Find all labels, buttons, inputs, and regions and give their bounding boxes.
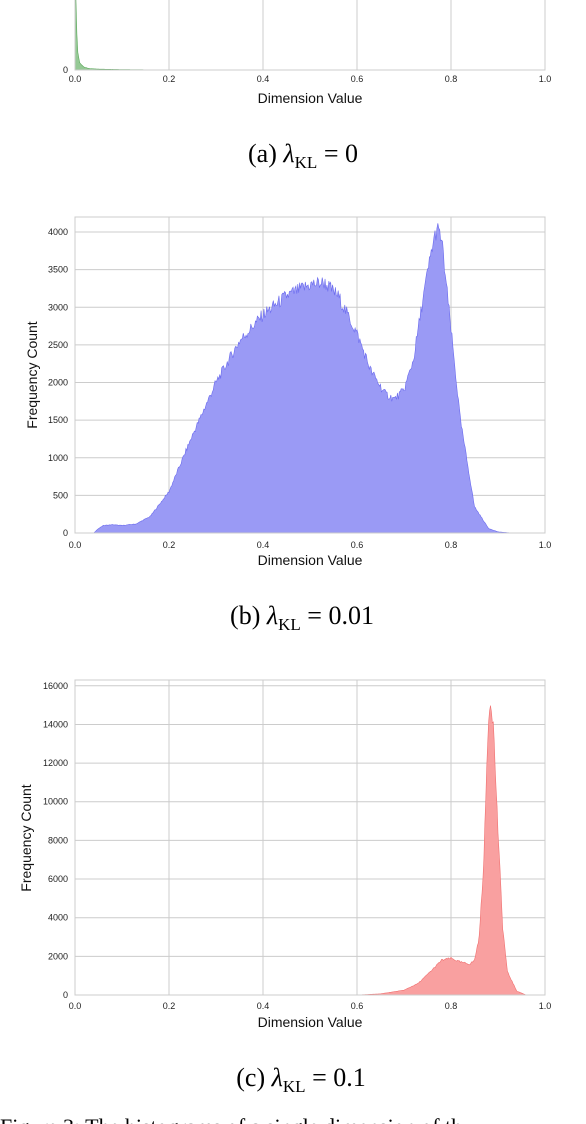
figure-footer-text: Figure 3: The histograms of a single dim… [0, 1114, 462, 1124]
x-tick-label: 0.8 [445, 74, 458, 84]
chart-c-frame [74, 679, 546, 996]
y-tick-label: 16000 [43, 681, 68, 691]
x-tick-label: 0.6 [351, 1001, 364, 1011]
x-tick-label: 0.0 [69, 540, 82, 550]
x-tick-label: 1.0 [539, 540, 552, 550]
y-tick-label: 3500 [48, 265, 68, 275]
x-tick-label: 0.4 [257, 74, 270, 84]
chart-b-x-axis-label: Dimension Value [258, 552, 363, 568]
caption-a-subscript: KL [295, 153, 318, 172]
y-tick-label: 4000 [48, 913, 68, 923]
chart-b-y-ticks: 0 500 1000 1500 2000 2500 3000 3500 4000 [48, 227, 68, 538]
caption-c-subscript: KL [283, 1077, 306, 1096]
chart-panel-c: 0.0 0.2 0.4 0.6 0.8 1.0 0 2000 4000 6000 8000 1000… [18, 679, 552, 1096]
caption-c-prefix: (c) [236, 1063, 271, 1092]
x-tick-label: 0.6 [351, 540, 364, 550]
caption-b-equals: = 0.01 [301, 601, 374, 630]
y-tick-label: 12000 [43, 758, 68, 768]
x-tick-label: 0.8 [445, 1001, 458, 1011]
chart-a-x-axis-label: Dimension Value [258, 90, 363, 106]
chart-a-y-ticks: 0250000 [63, 65, 68, 75]
chart-panel-b: 0.0 0.2 0.4 0.6 0.8 1.0 0 500 1000 1500 2000 2500 3… [24, 216, 552, 634]
chart-b-x-ticks: 0.0 0.2 0.4 0.6 0.8 1.0 [69, 540, 552, 550]
x-tick-label: 1.0 [539, 74, 552, 84]
caption-c-equals: = 0.1 [306, 1063, 366, 1092]
caption-b-subscript: KL [278, 615, 301, 634]
y-tick-label: 6000 [48, 874, 68, 884]
chart-b-histogram-area [75, 223, 545, 534]
y-tick-label: 500 [53, 490, 68, 500]
x-tick-label: 0.0 [69, 74, 82, 84]
y-tick-label: 0 [63, 990, 68, 1000]
y-tick-label: 10000 [43, 797, 68, 807]
x-tick-label: 0.2 [163, 74, 176, 84]
caption-a-lambda: λ [282, 139, 294, 168]
x-tick-label: 0.2 [163, 1001, 176, 1011]
chart-a-grid [74, 0, 546, 71]
y-tick-label: 14000 [43, 719, 68, 729]
chart-b-y-axis-label: Frequency Count [24, 321, 40, 429]
x-tick-label: 0.6 [351, 74, 364, 84]
y-tick-label: 0 [63, 528, 68, 538]
chart-b-frame [74, 216, 546, 534]
caption-b-prefix: (b) [230, 601, 267, 630]
y-tick-label: 1500 [48, 415, 68, 425]
caption-a-prefix: (a) [248, 139, 283, 168]
chart-c-grid [74, 680, 546, 996]
y-tick-label: 2000 [48, 951, 68, 961]
x-tick-label: 0.4 [257, 1001, 270, 1011]
chart-c-y-axis-label: Frequency Count [18, 784, 34, 892]
caption-c: (c) λKL = 0.1 [236, 1063, 365, 1096]
chart-c-x-axis-label: Dimension Value [258, 1014, 363, 1030]
y-tick-label: 2500 [48, 340, 68, 350]
y-tick-label: 0 [63, 65, 68, 75]
x-tick-label: 0.0 [69, 1001, 82, 1011]
chart-panel-a: 0.0 0.2 0.4 0.6 0.8 1.0 0250000 Dimension Val… [63, 0, 552, 172]
chart-a-histogram-area [74, 0, 545, 71]
caption-a-equals: = 0 [317, 139, 358, 168]
chart-c-y-ticks: 0 2000 4000 6000 8000 10000 12000 14000 16000 [43, 681, 68, 1000]
chart-a-x-ticks: 0.0 0.2 0.4 0.6 0.8 1.0 [69, 74, 552, 84]
x-tick-label: 0.2 [163, 540, 176, 550]
x-tick-label: 0.4 [257, 540, 270, 550]
caption-a: (a) λKL = 0 [248, 139, 358, 172]
chart-c-histogram-area [75, 705, 545, 996]
chart-c-x-ticks: 0.0 0.2 0.4 0.6 0.8 1.0 [69, 1001, 552, 1011]
caption-c-lambda: λ [271, 1063, 283, 1092]
caption-b: (b) λKL = 0.01 [230, 601, 374, 634]
y-tick-label: 8000 [48, 835, 68, 845]
y-tick-label: 2000 [48, 378, 68, 388]
caption-b-lambda: λ [266, 601, 278, 630]
x-tick-label: 0.8 [445, 540, 458, 550]
x-tick-label: 1.0 [539, 1001, 552, 1011]
y-tick-label: 3000 [48, 302, 68, 312]
y-tick-label: 1000 [48, 453, 68, 463]
y-tick-label: 4000 [48, 227, 68, 237]
chart-a-frame [74, 0, 546, 71]
